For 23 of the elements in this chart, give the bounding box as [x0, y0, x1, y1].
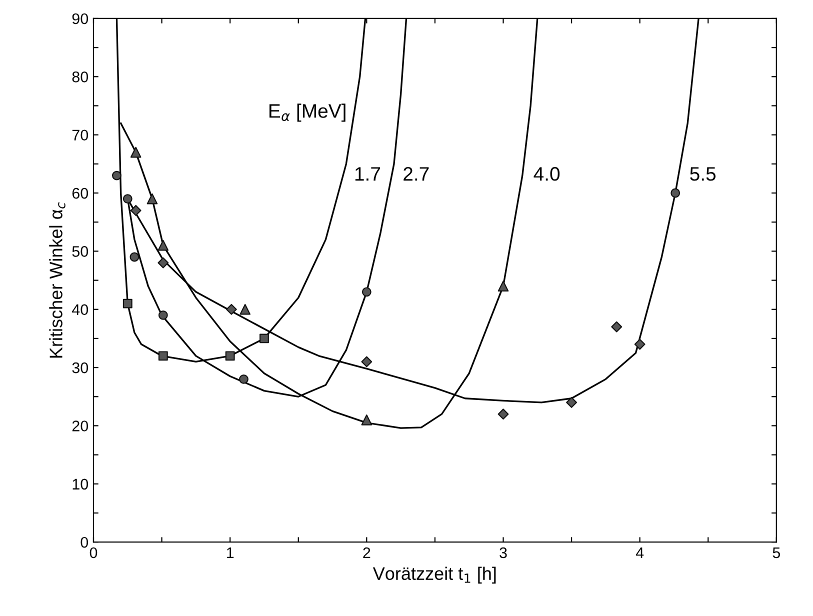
- x-tick-label: 2: [363, 547, 370, 558]
- y-tick-label: 20: [72, 420, 88, 432]
- y-tick-label: 40: [72, 304, 88, 316]
- y-tick-label: 50: [72, 246, 88, 257]
- x-tick-label: 4: [636, 548, 644, 558]
- x-tick-label: 1: [226, 548, 234, 558]
- y-tick-label: 30: [72, 362, 88, 374]
- y-tick-label: 80: [72, 72, 88, 82]
- y-tick-label: 90: [72, 13, 88, 24]
- x-tick-label: 3: [500, 547, 507, 558]
- x-tick-label: 0: [90, 547, 98, 558]
- y-tick-label: 0: [80, 536, 88, 548]
- legend-title: E$_{α}$ [MeV]: [269, 104, 346, 122]
- y-axis-title: Kritischer Winkel α$_{c}$: [49, 202, 66, 358]
- series-label: 5.5: [690, 167, 716, 181]
- x-tick-label: 5: [772, 548, 780, 558]
- series-label: 1.7: [355, 167, 380, 181]
- y-tick-label: 70: [72, 130, 88, 141]
- series-label: 4.0: [534, 167, 560, 181]
- series-label: 2.7: [404, 167, 429, 181]
- y-tick-label: 10: [72, 478, 88, 490]
- x-axis-title: Vorätzzeit t$_{1}$ [h]: [372, 566, 496, 584]
- y-tick-label: 60: [72, 188, 88, 199]
